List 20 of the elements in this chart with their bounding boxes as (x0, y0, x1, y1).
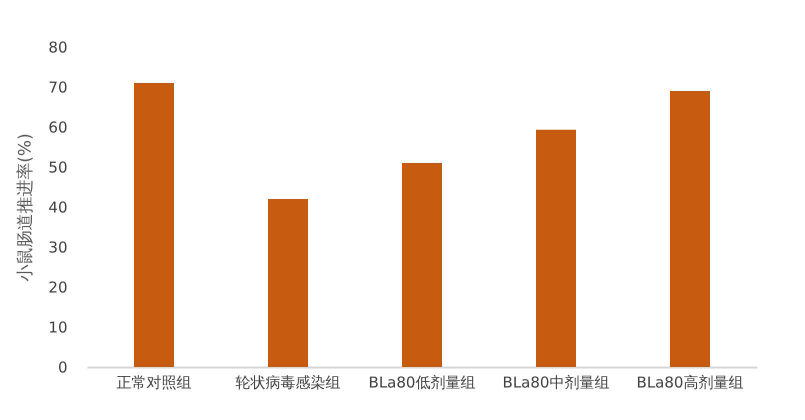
y-tick-label: 50 (48, 158, 68, 176)
bar (670, 91, 710, 367)
y-tick-label: 30 (48, 238, 68, 256)
bar (268, 199, 308, 367)
y-tick-label: 0 (58, 358, 68, 376)
y-tick-label: 10 (48, 318, 68, 336)
y-tick-label: 70 (48, 78, 68, 96)
x-tick-label: 正常对照组 (116, 374, 192, 392)
x-tick-label: BLa80低剂量组 (368, 374, 476, 392)
y-axis-title: 小鼠肠道推进率(%) (15, 133, 36, 282)
y-tick-label: 60 (48, 118, 68, 136)
y-tick-label: 80 (48, 38, 68, 56)
x-tick-label: 轮状病毒感染组 (236, 374, 340, 392)
bar (402, 163, 442, 367)
y-tick-label: 40 (48, 198, 68, 216)
x-tick-label: BLa80中剂量组 (502, 374, 610, 392)
x-tick-label: BLa80高剂量组 (636, 374, 744, 392)
y-tick-label: 20 (48, 278, 68, 296)
bar (134, 83, 174, 367)
bar (536, 130, 576, 367)
